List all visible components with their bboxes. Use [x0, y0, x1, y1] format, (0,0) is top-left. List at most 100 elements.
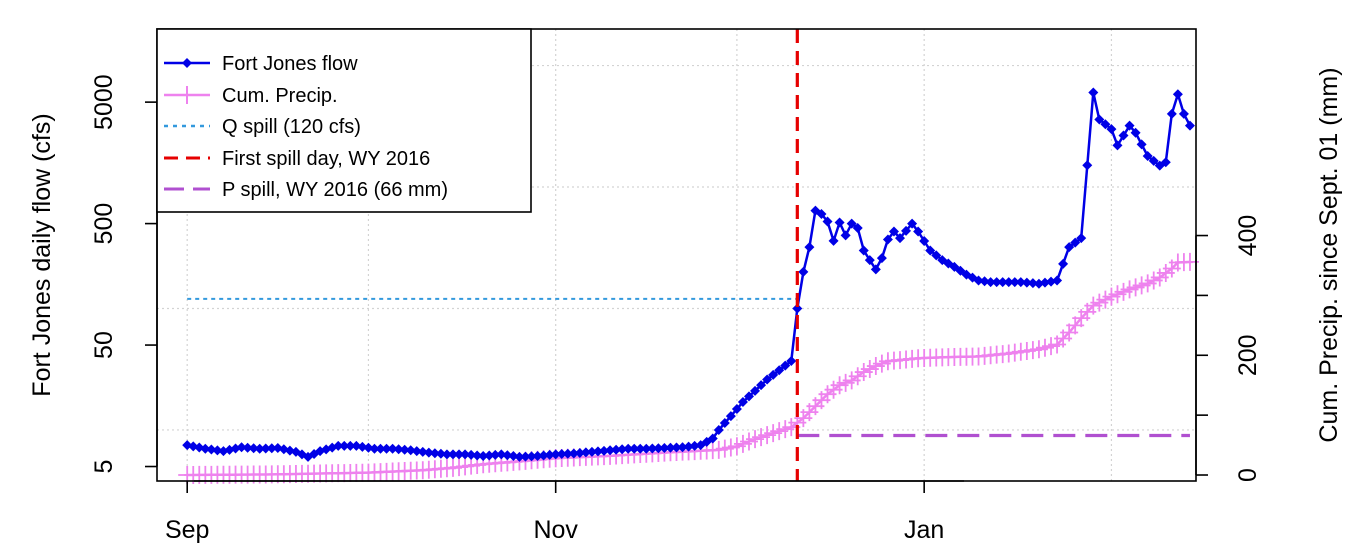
flow-marker [1052, 275, 1063, 286]
legend-label: Q spill (120 cfs) [222, 116, 361, 138]
legend-entry-first-spill-day: First spill day, WY 2016 [164, 148, 430, 170]
flow-marker [478, 451, 489, 462]
flow-marker [1178, 108, 1189, 119]
flow-marker [985, 277, 996, 288]
flow-marker [532, 451, 543, 462]
flow-marker [1064, 242, 1075, 253]
flow-marker [852, 222, 863, 233]
flow-marker [931, 250, 942, 261]
flow-marker [1094, 114, 1105, 125]
x-axis: Sep Nov Jan [165, 480, 964, 544]
flow-marker [828, 235, 839, 246]
flow-marker [454, 449, 465, 460]
flow-marker [1070, 237, 1081, 248]
flow-marker [919, 236, 930, 247]
flow-marker [417, 446, 428, 457]
flow-marker [1021, 277, 1032, 288]
flow-marker [756, 380, 767, 391]
flow-marker [586, 446, 597, 457]
y-right-axis-title: Cum. Precip. since Sept. 01 (mm) [1315, 67, 1343, 442]
y-left-tick-label: 50 [90, 331, 118, 359]
flow-marker [411, 446, 422, 457]
flow-marker [1184, 120, 1195, 131]
flow-marker [339, 440, 350, 451]
flow-marker [333, 440, 344, 451]
legend-swatch-precip-plus [178, 86, 196, 104]
flow-marker [617, 444, 628, 455]
y-left-tick-label: 500 [90, 203, 118, 245]
flow-marker [1088, 87, 1099, 98]
flow-marker [345, 440, 356, 451]
flow-marker [1112, 140, 1123, 151]
flow-marker [671, 442, 682, 453]
flow-marker [435, 448, 446, 459]
legend-label: Cum. Precip. [222, 85, 338, 107]
legend-entry-q-spill: Q spill (120 cfs) [164, 116, 361, 138]
x-tick-label: Nov [533, 516, 578, 544]
flow-marker [1100, 119, 1111, 130]
flow-marker [768, 369, 779, 380]
flow-marker [248, 443, 259, 454]
flow-marker [496, 449, 507, 460]
flow-marker [447, 449, 458, 460]
flow-marker [979, 276, 990, 287]
flow-marker [556, 449, 567, 460]
flow-marker [816, 208, 827, 219]
flow-marker [665, 442, 676, 453]
flow-marker [774, 365, 785, 376]
flow-marker [520, 451, 531, 462]
y-right-tick-label: 400 [1234, 215, 1262, 257]
flow-marker [242, 442, 253, 453]
flow-marker [1160, 157, 1171, 168]
flow-marker [538, 450, 549, 461]
flow-marker [508, 451, 519, 462]
flow-marker [592, 446, 603, 457]
flow-marker [387, 443, 398, 454]
flow-marker [858, 245, 869, 256]
flow-marker [737, 396, 748, 407]
flow-marker [490, 449, 501, 460]
legend-entry-cum-precip: Cum. Precip. [164, 85, 338, 107]
flow-marker [822, 216, 833, 227]
flow-marker [550, 449, 561, 460]
flow-marker [1148, 155, 1159, 166]
flow-marker [1082, 160, 1093, 171]
fort-jones-flow-markers [182, 87, 1195, 462]
legend-entry-fort-jones-flow: Fort Jones flow [164, 53, 358, 75]
flow-marker [689, 440, 700, 451]
flow-marker [895, 233, 906, 244]
flow-marker [1027, 278, 1038, 289]
grid [157, 29, 1196, 481]
flow-marker [719, 418, 730, 429]
flow-marker [677, 442, 688, 453]
flow-marker [212, 445, 223, 456]
y-left-axis-title: Fort Jones daily flow (cfs) [28, 113, 56, 396]
flow-marker [731, 404, 742, 415]
flow-marker [641, 443, 652, 454]
flow-marker [798, 266, 809, 277]
flow-marker [750, 385, 761, 396]
legend-label: Fort Jones flow [222, 53, 358, 75]
flow-marker [659, 443, 670, 454]
flow-marker [605, 445, 616, 456]
flow-marker [635, 443, 646, 454]
flow-marker [870, 264, 881, 275]
flow-marker [623, 443, 634, 454]
flow-marker [484, 450, 495, 461]
flow-marker [1118, 130, 1129, 141]
flow-marker [1142, 151, 1153, 162]
flow-marker [472, 450, 483, 461]
flow-marker [743, 391, 754, 402]
flow-marker [834, 217, 845, 228]
flow-marker [647, 443, 658, 454]
flow-marker [804, 242, 815, 253]
flow-marker [973, 275, 984, 286]
flow-marker [611, 444, 622, 455]
flow-marker [393, 444, 404, 455]
flow-marker [405, 445, 416, 456]
flow-marker [1015, 277, 1026, 288]
flow-marker [901, 225, 912, 236]
flow-marker [206, 444, 217, 455]
flow-marker [526, 451, 537, 462]
